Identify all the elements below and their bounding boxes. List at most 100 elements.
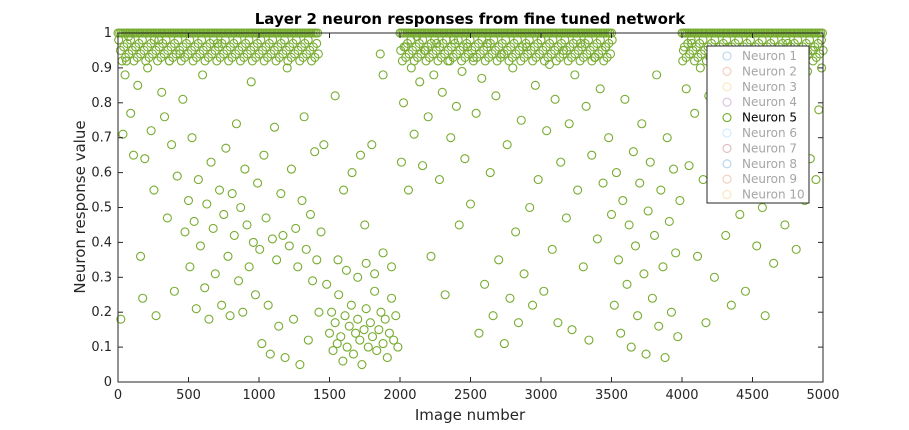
data-point [246,77,256,87]
y-tick-label: 0.6 [91,166,112,181]
data-point [330,318,340,328]
data-point [595,84,605,94]
data-point [522,42,532,52]
legend-label: Neuron 1 [742,49,797,63]
data-point [639,269,649,279]
data-point [393,342,403,352]
data-point [539,286,549,296]
y-tick-label: 0.8 [91,96,112,111]
data-point [666,307,676,317]
data-point [513,318,523,328]
y-tick-label: 0.5 [91,201,112,216]
data-point [618,195,628,206]
data-point [709,272,719,282]
data-point [485,168,495,178]
data-point [726,300,736,310]
x-tick-label: 2500 [454,388,487,403]
data-point [581,101,591,111]
data-point [146,126,156,136]
data-point [423,112,433,122]
data-point [378,339,388,349]
data-point [556,157,566,167]
data-point [159,112,170,122]
legend-label: Neuron 10 [742,188,805,202]
legend-marker [722,190,732,200]
x-tick-label: 4000 [665,388,698,403]
data-point [195,241,206,251]
x-axis-ticks: 0 500 1000 1500 2000 2500 3000 3500 4000 4500 5000 [114,33,840,403]
data-point [511,227,521,237]
data-point [628,147,638,157]
data-point [253,178,263,188]
data-point [198,70,208,80]
data-point [645,157,655,167]
data-point [525,202,535,213]
data-point [126,108,136,118]
legend-label: Neuron 7 [742,141,797,155]
data-point [811,175,821,185]
data-point [248,237,258,247]
data-point [673,332,683,342]
data-point [154,35,164,45]
data-point [236,202,246,213]
legend-marker [722,82,732,92]
data-point [769,258,779,268]
data-point [151,311,161,321]
data-point [310,147,320,157]
y-tick-label: 0.4 [91,235,112,250]
legend-marker [722,143,732,153]
legend-marker [722,159,732,169]
data-point [611,168,621,178]
y-tick-label: 0.1 [91,340,112,355]
x-tick-label: 3000 [524,388,557,403]
data-point [187,133,197,143]
data-point [375,49,385,59]
legend-label: Neuron 9 [742,172,797,186]
data-point [740,286,751,296]
data-point [234,276,244,286]
legend-box [706,45,810,204]
data-point [468,52,478,62]
data-point [361,258,371,268]
data-point [662,133,672,143]
data-point [587,150,597,160]
legend-label: Neuron 5 [742,111,797,125]
data-point [620,94,630,104]
data-point [678,45,688,56]
data-point [299,112,309,122]
data-point [348,349,359,359]
data-point [212,38,222,49]
data-point [403,185,414,195]
data-point [282,63,292,73]
data-point [365,318,375,328]
y-axis-title: Neuron response value [71,120,89,293]
data-point [643,206,653,216]
data-point [357,359,367,370]
data-point [346,300,356,310]
data-point [238,307,248,317]
data-point [418,161,428,171]
data-point [641,349,651,359]
data-point [250,290,261,300]
data-point [367,140,377,150]
data-point [380,314,390,324]
data-point [229,230,239,240]
data-point [353,272,363,282]
legend-label: Neuron 2 [742,64,797,78]
data-point [398,98,409,108]
data-point [675,195,685,206]
data-point [382,353,392,363]
data-point [124,31,134,42]
data-point [384,328,394,338]
data-point [389,335,399,345]
data-point [121,56,132,66]
data-point [231,119,241,129]
data-point [351,328,361,338]
legend-marker [722,128,732,138]
data-point [217,300,227,310]
data-point [330,91,340,101]
y-tick-label: 0.3 [91,270,112,285]
data-point [409,129,419,139]
data-point [339,185,349,195]
